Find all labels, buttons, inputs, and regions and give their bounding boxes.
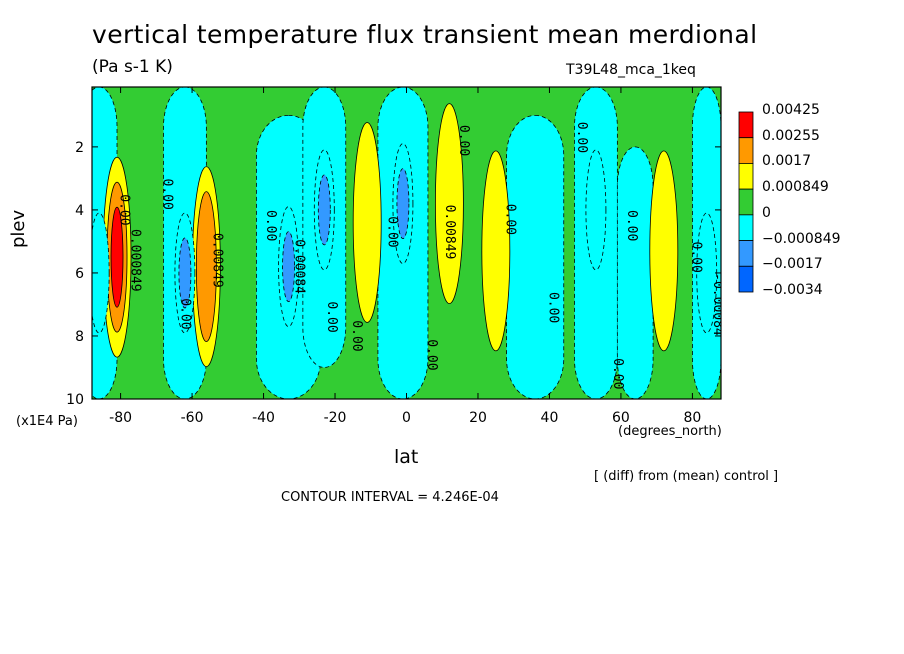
maximum-contour	[481, 150, 511, 352]
colorbar	[738, 111, 754, 293]
negative-band	[506, 114, 565, 399]
contour-label: 0.00	[610, 358, 625, 389]
legend-label: −0.000849	[762, 230, 841, 247]
legend-label: 0	[762, 204, 771, 221]
colorbar-segment	[738, 188, 754, 216]
maximum-contour	[434, 103, 464, 305]
plot-area: 0.00 0.000849 0.00 0.00 0.00849 0.00 0.00084 0.…	[92, 87, 725, 399]
colorbar-segment	[738, 265, 754, 293]
y-tick-label: 6	[75, 266, 84, 282]
x-tick-label: -80	[109, 410, 132, 426]
x-tick-label: -40	[252, 410, 275, 426]
y-tick-label: 8	[75, 329, 84, 345]
x-axis-label: lat	[394, 446, 419, 468]
maximum-contour	[352, 122, 382, 323]
contour-label: 0.00	[574, 122, 589, 153]
units-label: (Pa s-1 K)	[92, 57, 173, 77]
colorbar-segment	[738, 111, 754, 139]
y-axis-units: (x1E4 Pa)	[16, 414, 78, 429]
contour-label: 0.00	[177, 298, 192, 329]
contour-label: 0.00	[263, 210, 278, 241]
legend-label: 0.00425	[762, 102, 820, 118]
contour-label: 0.00	[545, 292, 560, 323]
contour-label: 0.00	[349, 320, 364, 351]
minimum-contour	[92, 212, 110, 334]
minimum-contour	[396, 168, 410, 240]
contour-label: 0.00	[456, 125, 471, 156]
colorbar-segment	[738, 163, 754, 190]
x-tick-label: -60	[181, 410, 204, 426]
contour-label: 0.00	[624, 210, 639, 241]
contour-label: 0.00	[385, 216, 400, 247]
diff-note: [ (diff) from (mean) control ]	[594, 469, 779, 484]
contour-label: 0.00	[503, 204, 518, 235]
minimum-contour	[317, 174, 331, 246]
colorbar-segment	[738, 240, 754, 267]
contour-label: 0.00849	[442, 205, 457, 260]
x-tick-label: 60	[612, 410, 630, 426]
x-tick-label: 40	[541, 410, 559, 426]
contour-label: 0.00084	[292, 239, 307, 294]
x-tick-label: 20	[469, 410, 487, 426]
legend-label: 0.000849	[762, 179, 829, 196]
contour-label: -0.00084	[710, 273, 725, 336]
axes: -80 -60 -40 -20 0 20 40 60 80 2 4 6 8 10	[66, 87, 721, 426]
contour-label: 0.00	[424, 339, 439, 370]
y-tick-label: 2	[75, 140, 84, 156]
x-tick-label: -20	[324, 410, 347, 426]
contour-label: 0.00849	[210, 233, 225, 288]
y-tick-label: 4	[75, 203, 84, 219]
maximum-contour	[649, 150, 679, 352]
legend-label: −0.0034	[762, 282, 823, 298]
contour-label: 0.00	[159, 178, 174, 209]
experiment-label: T39L48_mca_1keq	[566, 62, 696, 78]
maximum-contour	[195, 191, 217, 343]
minimum-contour	[178, 237, 192, 309]
maximum-contour	[110, 206, 124, 308]
contour-label: 0.000849	[127, 229, 142, 292]
contour-label: 0.00	[324, 301, 339, 332]
legend-label: 0.0017	[762, 153, 811, 170]
legend-label: −0.0017	[762, 256, 823, 273]
contour-label: 0.00	[117, 194, 132, 225]
legend-label: 0.00255	[762, 127, 820, 144]
y-tick-label: 10	[66, 392, 84, 408]
x-tick-label: 0	[402, 410, 411, 426]
contour-label: 0.00	[688, 242, 703, 273]
minimum-contour	[585, 149, 607, 271]
contour-interval: CONTOUR INTERVAL = 4.246E-04	[281, 490, 499, 505]
colorbar-segment	[738, 214, 754, 241]
x-axis-units: (degrees_north)	[618, 424, 722, 439]
minimum-contour	[282, 231, 295, 303]
colorbar-segment	[738, 137, 754, 164]
x-tick-label: 80	[683, 410, 701, 426]
chart-title: vertical temperature flux transient mean…	[92, 20, 758, 49]
